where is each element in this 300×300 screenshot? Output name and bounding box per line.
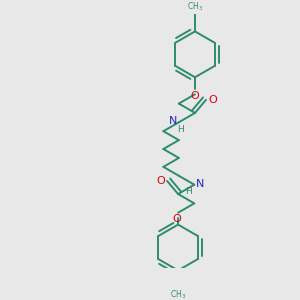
Text: N: N bbox=[196, 179, 204, 189]
Text: H: H bbox=[177, 125, 184, 134]
Text: CH$_3$: CH$_3$ bbox=[187, 1, 203, 13]
Text: N: N bbox=[169, 116, 177, 126]
Text: O: O bbox=[156, 176, 165, 186]
Text: H: H bbox=[185, 187, 192, 196]
Text: CH$_3$: CH$_3$ bbox=[170, 289, 186, 300]
Text: O: O bbox=[208, 95, 217, 105]
Text: O: O bbox=[173, 214, 182, 224]
Text: O: O bbox=[190, 91, 200, 101]
